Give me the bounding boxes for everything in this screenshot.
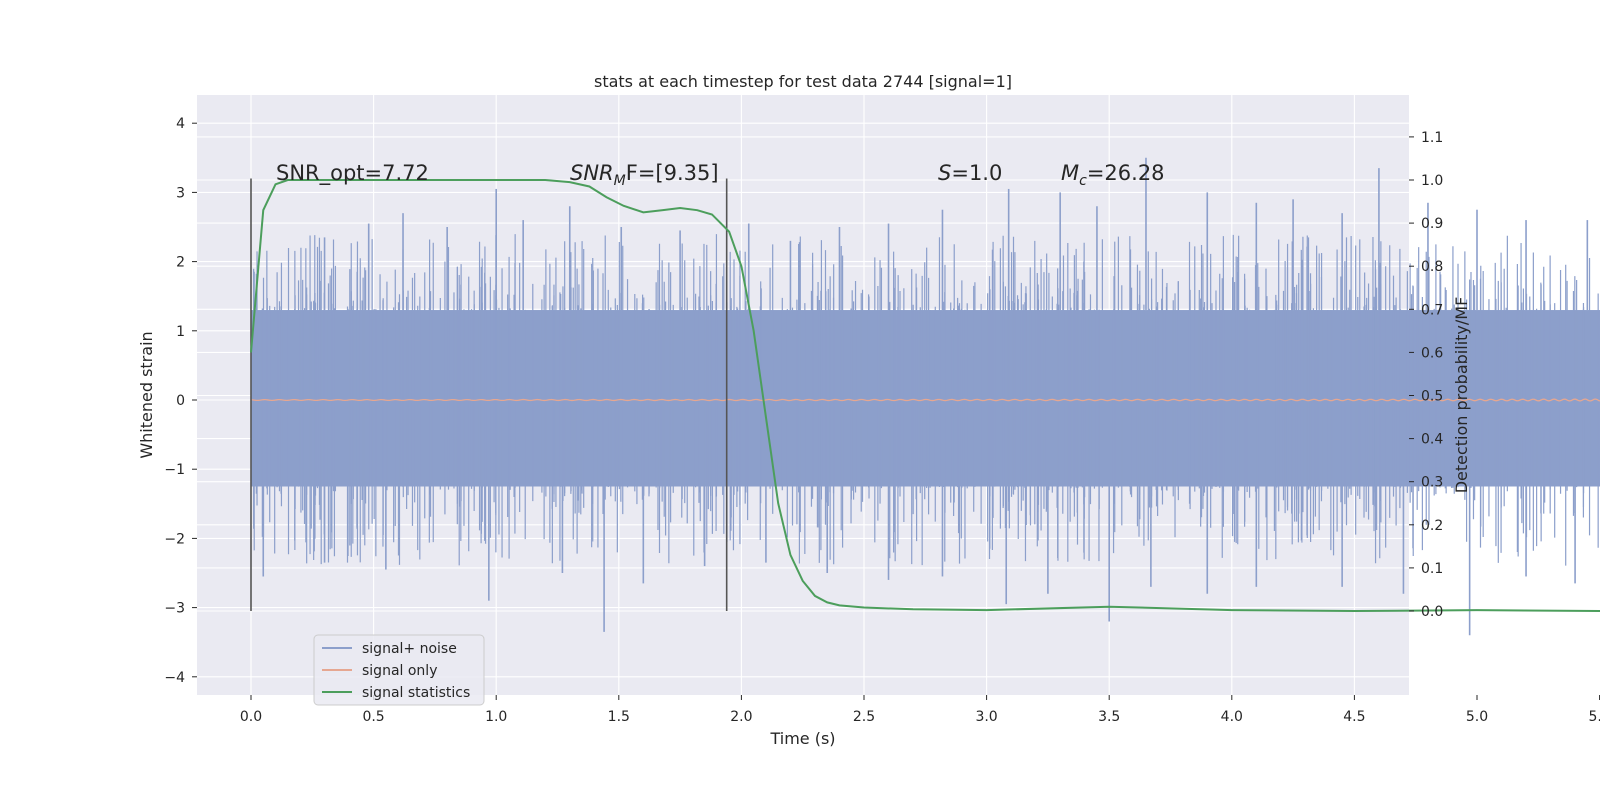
y-right-tick-label: 0.3 — [1421, 475, 1443, 491]
vertical-markers — [250, 178, 728, 612]
legend-label: signal only — [362, 663, 437, 679]
x-tick-label: 2.0 — [730, 709, 752, 725]
x-tick-label: 1.0 — [485, 709, 507, 725]
y-axis-right-label: Detection probability/MF — [1452, 297, 1471, 494]
y-tick-label: 3 — [176, 185, 185, 201]
x-tick-label: 2.5 — [853, 709, 875, 725]
x-tick-label: 0.5 — [362, 709, 384, 725]
x-tick-label: 0.0 — [240, 709, 262, 725]
y-right-tick-label: 1.1 — [1421, 130, 1443, 146]
legend-label: signal+ noise — [362, 641, 457, 657]
y-right-tick-label: 0.0 — [1421, 604, 1443, 620]
annotation-text: Mc=26.28 — [1061, 161, 1165, 189]
noise-core-band — [251, 310, 1600, 487]
y-right-tick-label: 0.7 — [1421, 302, 1443, 318]
y-right-tick-label: 0.5 — [1421, 389, 1443, 405]
x-tick-label: 5.5 — [1588, 709, 1600, 725]
y-right-tick-label: 0.1 — [1421, 561, 1443, 577]
legend-box — [313, 634, 485, 706]
y-axis-right: 0.0 0.1 0.2 0.3 0.4 0.5 0.6 0.7 0.8 0.9 1.0 1.1 — [1409, 130, 1443, 620]
signal-only-line — [250, 398, 1600, 402]
y-tick-label: 1 — [176, 324, 185, 340]
y-right-tick-label: 0.6 — [1421, 345, 1443, 361]
annotations: SNR_opt=7.72 SNRMF=[9.35] S=1.0 Mc=26.28 — [276, 161, 1165, 189]
noise-series — [251, 157, 1600, 636]
y-tick-label: −4 — [164, 670, 185, 686]
x-tick-label: 3.0 — [975, 709, 997, 725]
annotation-text: S=1.0 — [938, 161, 1002, 185]
statistics-series — [250, 179, 1600, 613]
x-axis-label: Time (s) — [769, 729, 835, 748]
legend: signal+ noise signal only signal statistic… — [313, 634, 485, 706]
y-right-tick-label: 0.2 — [1421, 518, 1443, 534]
y-tick-label: 4 — [176, 116, 185, 132]
chart-title: stats at each timestep for test data 274… — [594, 72, 1012, 91]
y-axis-label: Whitened strain — [137, 331, 156, 458]
y-right-tick-label: 1.0 — [1421, 173, 1443, 189]
y-tick-label: 0 — [176, 393, 185, 409]
x-tick-label: 4.5 — [1343, 709, 1365, 725]
x-axis: 0.00.51.01.52.02.53.03.54.04.55.05.56.06… — [240, 695, 1600, 725]
x-tick-label: 3.5 — [1098, 709, 1120, 725]
annotation-text: SNRMF=[9.35] — [570, 161, 719, 189]
y-tick-label: 2 — [176, 255, 185, 271]
signal-only-series — [250, 398, 1600, 402]
x-tick-label: 5.0 — [1466, 709, 1488, 725]
y-right-tick-label: 0.9 — [1421, 216, 1443, 232]
annotation-text: SNR_opt=7.72 — [276, 161, 429, 186]
statistics-line — [250, 179, 1600, 613]
legend-label: signal statistics — [362, 685, 470, 701]
y-tick-label: −3 — [164, 601, 185, 617]
y-tick-label: −2 — [164, 531, 185, 547]
y-tick-label: −1 — [164, 462, 185, 478]
y-right-tick-label: 0.4 — [1421, 432, 1443, 448]
y-axis-left: −4 −3 −2 −1 0 1 2 3 4 — [164, 116, 197, 686]
x-tick-label: 1.5 — [608, 709, 630, 725]
y-right-tick-label: 0.8 — [1421, 259, 1443, 275]
x-tick-label: 4.0 — [1221, 709, 1243, 725]
